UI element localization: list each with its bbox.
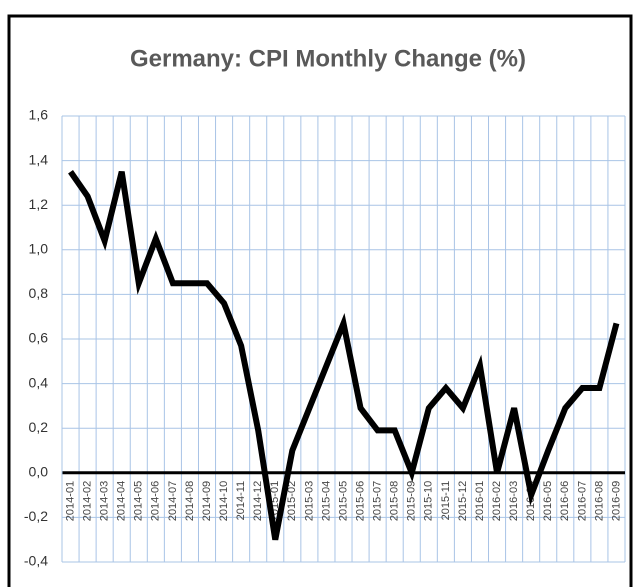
y-tick-label: -0,4 [24, 553, 48, 569]
x-tick-label: 2015-05 [337, 481, 349, 521]
y-tick-label: 0,2 [29, 419, 49, 435]
x-tick-label: 2016-06 [559, 481, 571, 521]
y-tick-label: 0,4 [29, 374, 49, 390]
chart-title: Germany: CPI Monthly Change (%) [130, 45, 526, 72]
x-tick-label: 2014-06 [150, 481, 162, 521]
x-tick-label: 2014-04 [116, 481, 128, 521]
y-tick-label: 1,6 [29, 107, 49, 123]
y-tick-label: 1,0 [29, 241, 49, 257]
x-tick-label: 2015-06 [354, 481, 366, 521]
x-tick-label: 2015-08 [389, 481, 401, 521]
x-tick-label: 2016-07 [576, 481, 588, 521]
x-tick-label: 2014-08 [184, 481, 196, 521]
x-tick-label: 2015-11 [440, 481, 452, 521]
x-tick-label: 2016-03 [508, 481, 520, 521]
y-tick-label: 0,8 [29, 285, 49, 301]
x-tick-label: 2014-12 [252, 481, 264, 521]
y-tick-label: 0,0 [29, 464, 49, 480]
x-tick-label: 2015-02 [286, 481, 298, 521]
x-tick-label: 2016-08 [593, 481, 605, 521]
x-tick-label: 2016-01 [474, 481, 486, 521]
y-tick-label: 1,4 [29, 151, 49, 167]
x-tick-label: 2014-09 [201, 481, 213, 521]
x-tick-label: 2016-09 [610, 481, 622, 521]
x-tick-label: 2014-02 [81, 481, 93, 521]
x-tick-label: 2015-03 [303, 481, 315, 521]
x-tick-label: 2014-03 [99, 481, 111, 521]
x-tick-label: 2014-10 [218, 481, 230, 521]
x-tick-label: 2015-10 [423, 481, 435, 521]
x-tick-label: 2014-11 [235, 481, 247, 521]
y-tick-label: 0,6 [29, 330, 49, 346]
x-tick-label: 2014-01 [64, 481, 76, 521]
frame [7, 14, 633, 587]
x-tick-label: 2014-05 [133, 481, 145, 521]
x-tick-label: 2015-09 [406, 481, 418, 521]
data-line [68, 170, 620, 541]
x-tick-label: 2015-12 [457, 481, 469, 521]
x-tick-label: 2015-07 [372, 481, 384, 521]
x-tick-label: 2014-07 [167, 481, 179, 521]
x-tick-label: 2016-02 [491, 481, 503, 521]
y-tick-label: -0,2 [24, 508, 48, 524]
x-tick-label: 2016-05 [542, 481, 554, 521]
x-tick-label: 2015-04 [320, 481, 332, 521]
y-tick-label: 1,2 [29, 196, 49, 212]
